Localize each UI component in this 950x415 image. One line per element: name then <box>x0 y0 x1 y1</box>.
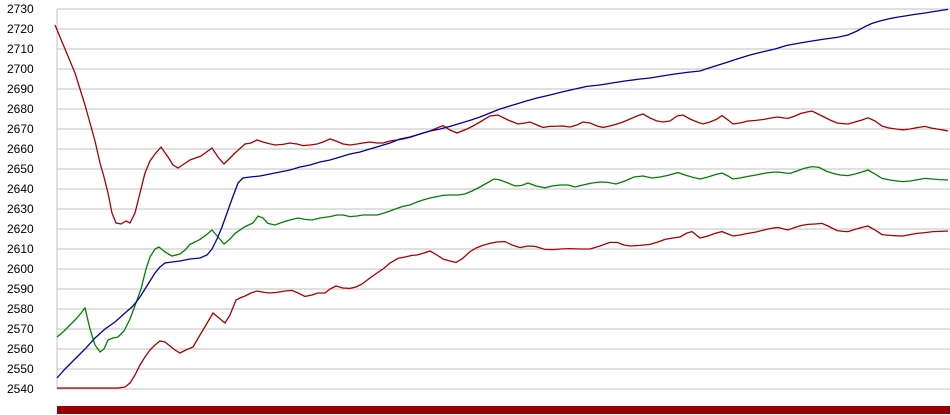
y-tick-label: 2640 <box>7 182 34 196</box>
y-tick-label: 2720 <box>7 22 34 36</box>
series-green-line <box>56 165 949 353</box>
y-tick-label: 2650 <box>7 162 34 176</box>
y-tick-label: 2590 <box>7 282 34 296</box>
y-tick-label: 2680 <box>7 102 34 116</box>
y-tick-label: 2620 <box>7 222 34 236</box>
y-tick-label: 2540 <box>7 382 34 396</box>
y-tick-label: 2560 <box>7 342 34 356</box>
bottom-bar <box>57 406 950 414</box>
y-tick-label: 2550 <box>7 362 34 376</box>
y-tick-label: 2730 <box>7 2 34 16</box>
y-tick-label: 2600 <box>7 262 34 276</box>
y-tick-label: 2690 <box>7 82 34 96</box>
y-tick-label: 2670 <box>7 122 34 136</box>
y-tick-label: 2630 <box>7 202 34 216</box>
y-tick-label: 2610 <box>7 242 34 256</box>
y-tick-label: 2710 <box>7 42 34 56</box>
y-tick-label: 2700 <box>7 62 34 76</box>
series-blue-line <box>56 8 949 379</box>
series-red-lower-line <box>57 222 949 389</box>
y-tick-label: 2660 <box>7 142 34 156</box>
y-tick-label: 2570 <box>7 322 34 336</box>
series-red-upper-line <box>54 24 949 225</box>
y-tick-label: 2580 <box>7 302 34 316</box>
